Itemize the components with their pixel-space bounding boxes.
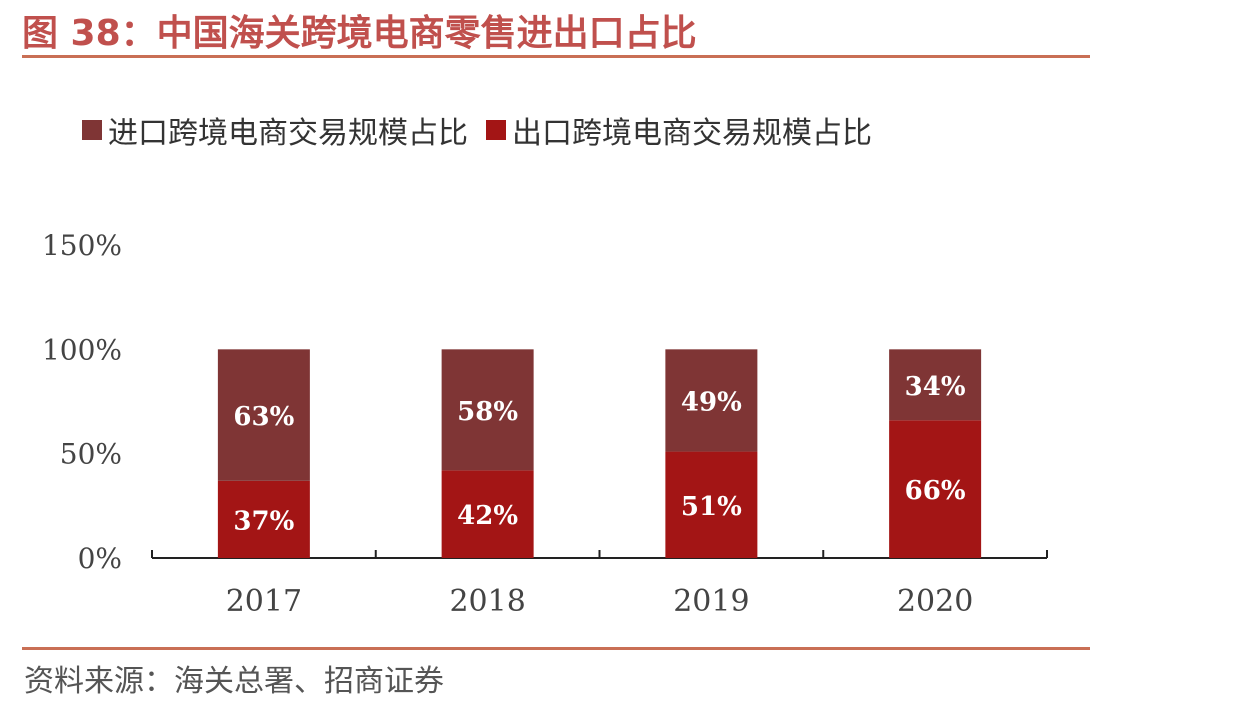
bar-segment xyxy=(217,480,310,558)
data-label: 37% xyxy=(233,506,294,536)
source-rule xyxy=(22,647,1090,650)
legend-label-export: 出口跨境电商交易规模占比 xyxy=(512,116,872,151)
bar-segment xyxy=(889,349,982,421)
data-label: 66% xyxy=(905,476,966,506)
legend-swatch-export xyxy=(486,120,506,140)
x-tick-label: 2019 xyxy=(673,584,749,619)
data-label: 42% xyxy=(457,501,518,531)
legend-swatch-import xyxy=(82,120,102,140)
chart-legend: 进口跨境电商交易规模占比 出口跨境电商交易规模占比 xyxy=(82,108,890,152)
legend-label-import: 进口跨境电商交易规模占比 xyxy=(108,116,468,151)
x-tick-label: 2017 xyxy=(226,584,302,619)
bar-segment xyxy=(217,349,310,481)
figure-title: 图 38：中国海关跨境电商零售进出口占比 xyxy=(22,13,697,54)
bar-segment xyxy=(665,349,758,452)
data-label: 51% xyxy=(681,492,742,522)
data-label: 63% xyxy=(233,402,294,432)
bar-segment xyxy=(441,470,534,558)
bar-segment xyxy=(889,420,982,558)
source-note: 资料来源：海关总署、招商证券 xyxy=(24,664,444,699)
y-tick-label: 50% xyxy=(60,438,122,471)
y-tick-label: 100% xyxy=(42,333,122,366)
data-label: 34% xyxy=(905,372,966,402)
bar-segment xyxy=(665,451,758,558)
data-label: 49% xyxy=(681,387,742,417)
x-tick-label: 2018 xyxy=(449,584,525,619)
x-tick-label: 2020 xyxy=(897,584,973,619)
y-tick-label: 150% xyxy=(42,229,122,262)
title-rule xyxy=(22,55,1090,58)
legend-item-import: 进口跨境电商交易规模占比 xyxy=(82,108,468,152)
data-label: 58% xyxy=(457,397,518,427)
legend-item-export: 出口跨境电商交易规模占比 xyxy=(486,108,872,152)
bar-segment xyxy=(441,349,534,471)
y-tick-label: 0% xyxy=(78,542,122,575)
